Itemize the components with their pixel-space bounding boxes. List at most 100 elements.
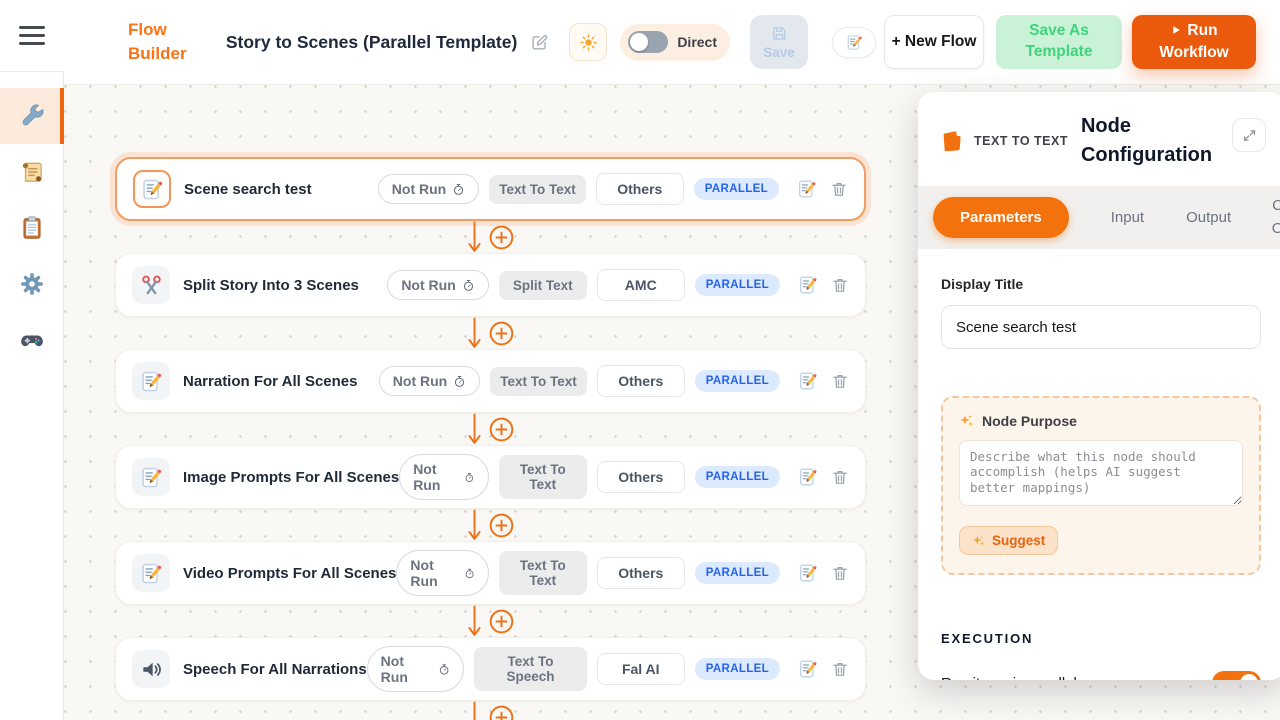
node-purpose-label: Node Purpose [982, 413, 1077, 429]
edit-node-button[interactable] [797, 179, 817, 199]
memo-icon [798, 275, 818, 295]
node-parallel-badge: PARALLEL [694, 370, 780, 392]
node-connector [115, 411, 866, 447]
edit-node-button[interactable] [798, 275, 818, 295]
run-workflow-button[interactable]: Run Workflow [1132, 15, 1256, 69]
toggle-track[interactable] [628, 31, 669, 53]
new-flow-button[interactable]: + New Flow [884, 15, 984, 69]
direct-toggle-label: Direct [677, 34, 717, 50]
run-parallel-toggle[interactable] [1212, 671, 1261, 680]
trash-icon [831, 372, 849, 390]
node-parallel-badge: PARALLEL [694, 274, 780, 296]
edit-title-button[interactable] [530, 33, 549, 52]
node-provider-badge: Others [596, 461, 685, 493]
stopwatch-icon [438, 663, 450, 676]
delete-node-button[interactable] [831, 372, 849, 390]
save-button[interactable]: Save [750, 15, 808, 69]
run-parallel-row: Run items in parallel [941, 671, 1261, 680]
scroll-icon [19, 159, 45, 185]
node-title: Video Prompts For All Scenes [183, 564, 397, 582]
sidebar [0, 0, 64, 720]
add-node-button[interactable] [489, 321, 514, 346]
down-arrow-icon [467, 220, 482, 254]
panel-title: Node Configuration [1080, 115, 1213, 166]
workflow-node-card[interactable]: Video Prompts For All Scenes Not Run Tex… [115, 541, 866, 605]
edit-node-button[interactable] [798, 371, 818, 391]
gamepad-icon [19, 327, 45, 353]
delete-node-button[interactable] [830, 180, 848, 198]
stopwatch-icon [464, 567, 475, 580]
panel-body: Display Title Node Purpose Suggest EXECU… [918, 249, 1280, 680]
toggle-knob [630, 33, 649, 51]
workflow-node-card[interactable]: Narration For All Scenes Not Run Text To… [115, 349, 866, 413]
add-node-button[interactable] [489, 609, 514, 634]
sidebar-item-tools[interactable] [0, 88, 64, 144]
node-type-badge: Text To Text [498, 551, 587, 595]
edit-node-button[interactable] [798, 659, 818, 679]
theme-toggle-button[interactable] [569, 23, 608, 61]
stopwatch-icon [464, 471, 475, 484]
scissors-icon [132, 266, 170, 304]
tab-input[interactable]: Input [1110, 209, 1145, 226]
plus-circle-icon [489, 705, 514, 720]
speaker-icon [132, 650, 170, 688]
workflow-node-card[interactable]: Speech For All Narrations Not Run Text T… [115, 637, 866, 701]
plus-circle-icon [489, 513, 514, 538]
add-node-button[interactable] [489, 513, 514, 538]
node-status-badge: Not Run [378, 366, 481, 396]
node-connector [115, 507, 866, 543]
suggest-button[interactable]: Suggest [959, 526, 1059, 555]
display-title-input[interactable] [941, 305, 1261, 349]
down-arrow-icon [467, 508, 482, 542]
notes-button[interactable] [832, 26, 876, 58]
plus-circle-icon [489, 417, 514, 442]
edit-node-button[interactable] [798, 563, 818, 583]
memo-icon [133, 170, 171, 208]
workflow-node-card[interactable]: Image Prompts For All Scenes Not Run Tex… [115, 445, 866, 509]
add-node-button[interactable] [489, 225, 514, 250]
memo-icon [798, 563, 818, 583]
tab-truncated[interactable]: C O [1269, 195, 1280, 240]
node-purpose-header: Node Purpose [959, 413, 1243, 429]
sidebar-item-logs[interactable] [0, 144, 63, 200]
edit-node-button[interactable] [798, 467, 818, 487]
node-parallel-badge: PARALLEL [694, 658, 780, 680]
menu-button[interactable] [0, 0, 64, 72]
node-status-badge: Not Run [396, 550, 489, 596]
sparkles-icon [972, 534, 986, 548]
down-arrow-icon [467, 316, 482, 350]
app-brand: Flow Builder [128, 20, 187, 63]
sidebar-item-playground[interactable] [0, 312, 63, 368]
memo-icon [132, 554, 170, 592]
panel-header: TEXT TO TEXT Node Configuration [918, 92, 1280, 186]
expand-panel-button[interactable] [1232, 118, 1266, 152]
workflow-node-card[interactable]: Split Story Into 3 Scenes Not Run Split … [115, 253, 866, 317]
execution-section-label: EXECUTION [941, 631, 1034, 646]
expand-icon [1242, 128, 1257, 143]
node-type-badge: Text To Speech [474, 647, 587, 691]
trash-icon [831, 468, 849, 486]
delete-node-button[interactable] [831, 276, 849, 294]
node-status-badge: Not Run [377, 174, 480, 204]
node-purpose-box: Node Purpose Suggest [941, 396, 1261, 575]
tab-output[interactable]: Output [1186, 209, 1232, 226]
node-connector [115, 603, 866, 639]
sidebar-item-settings[interactable] [0, 256, 63, 312]
delete-node-button[interactable] [831, 660, 849, 678]
plus-circle-icon [489, 225, 514, 250]
direct-mode-toggle[interactable]: Direct [620, 23, 730, 61]
delete-node-button[interactable] [831, 468, 849, 486]
node-provider-badge: Others [595, 173, 684, 205]
delete-node-button[interactable] [831, 564, 849, 582]
display-title-label: Display Title [941, 276, 1024, 292]
gear-icon [19, 271, 45, 297]
save-as-template-button[interactable]: Save As Template [996, 15, 1122, 69]
workflow-node-card[interactable]: Scene search test Not Run Text To Text O… [115, 157, 866, 221]
tab-parameters[interactable]: Parameters [933, 197, 1069, 238]
node-purpose-textarea[interactable] [959, 440, 1243, 506]
trash-icon [831, 660, 849, 678]
node-status-badge: Not Run [366, 646, 465, 692]
add-node-button[interactable] [489, 705, 514, 720]
add-node-button[interactable] [489, 417, 514, 442]
sidebar-item-templates[interactable] [0, 200, 63, 256]
